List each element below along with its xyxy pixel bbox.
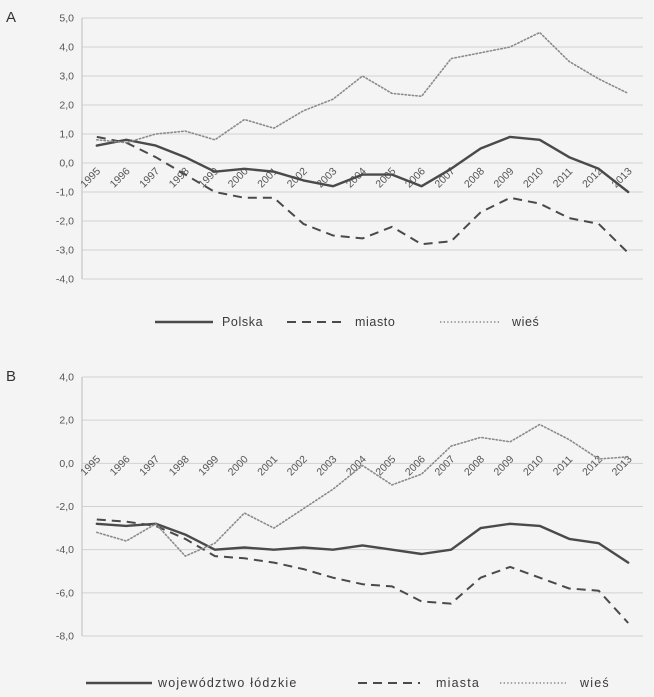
y-tick-label: -4,0: [56, 274, 74, 286]
y-tick-label: 4,0: [59, 42, 74, 54]
y-tick-label: 5,0: [59, 13, 74, 25]
series-line-wies: [96, 31, 630, 144]
y-tick-label: -8,0: [56, 631, 74, 643]
legend-label-polska: Polska: [222, 315, 263, 329]
y-tick-label: 0,0: [59, 158, 74, 170]
y-tick-label: -1,0: [56, 187, 74, 199]
y-tick-label: 4,0: [59, 372, 74, 384]
y-tick-label: 3,0: [59, 71, 74, 83]
series-line-wies: [96, 423, 630, 557]
panel-label: A: [6, 9, 16, 26]
y-tick-label: 0,0: [59, 458, 74, 470]
y-tick-label: 1,0: [59, 129, 74, 141]
legend-label-wies: wieś: [511, 315, 539, 329]
legend-label-wies: wieś: [579, 676, 610, 690]
series-line-wojewodztwo-lodzkie: [95, 522, 630, 564]
y-tick-label: 2,0: [59, 100, 74, 112]
series-line-polska: [95, 135, 630, 194]
legend-label-miasto: miasto: [355, 315, 395, 329]
y-tick-label: -3,0: [56, 245, 74, 257]
y-tick-label: -2,0: [56, 501, 74, 513]
series-line-miasto: [96, 135, 629, 254]
legend-label-wojewodztwo-lodzkie: województwo łódzkie: [157, 676, 298, 690]
y-tick-label: -4,0: [56, 544, 74, 556]
legend-label-miasta: miasta: [436, 676, 480, 690]
series-line-miasta: [96, 518, 629, 624]
y-tick-label: -2,0: [56, 216, 74, 228]
y-tick-label: 2,0: [59, 415, 74, 427]
y-tick-label: -6,0: [56, 587, 74, 599]
panel-label: B: [6, 368, 16, 385]
